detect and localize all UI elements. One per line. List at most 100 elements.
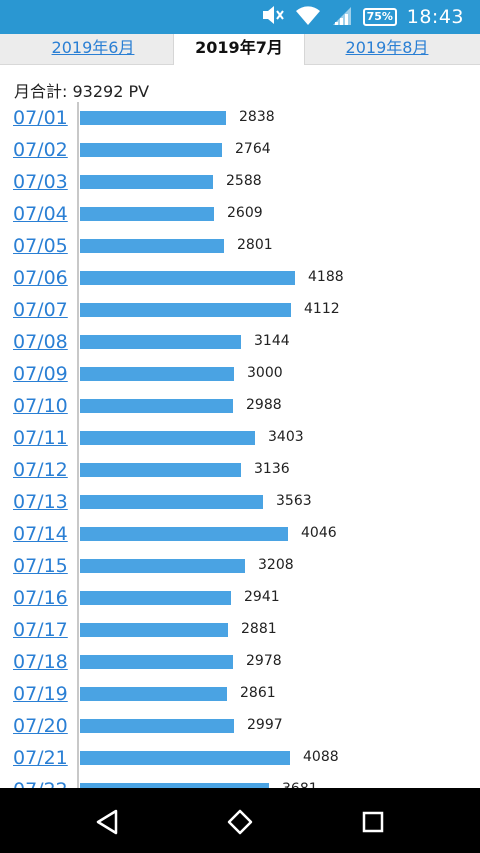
status-bar: 75% 18:43	[0, 0, 480, 34]
date-link[interactable]: 07/02	[13, 139, 68, 161]
signal-icon	[331, 4, 353, 30]
date-link[interactable]: 07/10	[13, 395, 68, 417]
bar-value-label: 3403	[268, 429, 304, 445]
chart-bar	[80, 303, 291, 317]
bar-value-label: 2764	[235, 141, 271, 157]
bar-value-label: 2801	[237, 237, 273, 253]
chart-bar	[80, 271, 295, 285]
date-link[interactable]: 07/13	[13, 491, 68, 513]
bar-value-label: 2881	[241, 621, 277, 637]
chart-bar	[80, 335, 241, 349]
chart-bar	[80, 463, 241, 477]
chart-row: 07/11 3403	[0, 422, 480, 454]
chart-row: 07/05 2801	[0, 230, 480, 262]
chart-bar	[80, 111, 226, 125]
chart-row: 07/17 2881	[0, 614, 480, 646]
chart-row: 07/01 2838	[0, 102, 480, 134]
date-link[interactable]: 07/15	[13, 555, 68, 577]
chart-axis	[77, 102, 79, 788]
daily-pv-chart: 07/01 2838 07/02 2764 07/03 2588 07/04 2609 07/0…	[0, 102, 480, 788]
date-link[interactable]: 07/08	[13, 331, 68, 353]
month-tabs: 2019年6月 2019年7月 2019年8月	[0, 34, 480, 65]
bar-value-label: 3144	[254, 333, 290, 349]
chart-row: 07/22 3681	[0, 774, 480, 788]
chart-bar	[80, 783, 269, 788]
chart-bar	[80, 527, 288, 541]
date-link[interactable]: 07/05	[13, 235, 68, 257]
tab-next-month[interactable]: 2019年8月	[345, 38, 429, 57]
bar-value-label: 2588	[226, 173, 262, 189]
chart-row: 07/14 4046	[0, 518, 480, 550]
date-link[interactable]: 07/19	[13, 683, 68, 705]
date-link[interactable]: 07/17	[13, 619, 68, 641]
date-link[interactable]: 07/09	[13, 363, 68, 385]
chart-bar	[80, 175, 213, 189]
date-link[interactable]: 07/18	[13, 651, 68, 673]
date-link[interactable]: 07/03	[13, 171, 68, 193]
bar-value-label: 2997	[247, 717, 283, 733]
date-link[interactable]: 07/01	[13, 107, 68, 129]
chart-row: 07/09 3000	[0, 358, 480, 390]
chart-row: 07/10 2988	[0, 390, 480, 422]
bar-value-label: 2609	[227, 205, 263, 221]
chart-row: 07/16 2941	[0, 582, 480, 614]
chart-bar	[80, 239, 224, 253]
bar-value-label: 4088	[303, 749, 339, 765]
date-link[interactable]: 07/06	[13, 267, 68, 289]
chart-row: 07/13 3563	[0, 486, 480, 518]
chart-row: 07/19 2861	[0, 678, 480, 710]
bar-value-label: 3208	[258, 557, 294, 573]
chart-bar	[80, 655, 233, 669]
bar-value-label: 4112	[304, 301, 340, 317]
recents-icon[interactable]	[353, 802, 393, 842]
chart-row: 07/04 2609	[0, 198, 480, 230]
bar-value-label: 3563	[276, 493, 312, 509]
bar-value-label: 2978	[246, 653, 282, 669]
bar-value-label: 3000	[247, 365, 283, 381]
status-icons: 75% 18:43	[261, 0, 464, 34]
navigation-bar	[0, 788, 480, 853]
chart-row: 07/20 2997	[0, 710, 480, 742]
chart-bar	[80, 559, 245, 573]
date-link[interactable]: 07/04	[13, 203, 68, 225]
date-link[interactable]: 07/07	[13, 299, 68, 321]
date-link[interactable]: 07/20	[13, 715, 68, 737]
date-link[interactable]: 07/22	[13, 779, 68, 788]
mute-icon	[261, 4, 285, 30]
bar-value-label: 2838	[239, 109, 275, 125]
bar-value-label: 2861	[240, 685, 276, 701]
chart-row: 07/07 4112	[0, 294, 480, 326]
chart-bar	[80, 399, 233, 413]
bar-value-label: 4188	[308, 269, 344, 285]
back-icon[interactable]	[87, 802, 127, 842]
bar-value-label: 3681	[282, 781, 318, 788]
date-link[interactable]: 07/11	[13, 427, 68, 449]
monthly-total: 月合計: 93292 PV	[14, 82, 150, 101]
date-link[interactable]: 07/12	[13, 459, 68, 481]
home-icon[interactable]	[220, 802, 260, 842]
chart-row: 07/02 2764	[0, 134, 480, 166]
clock: 18:43	[406, 6, 464, 28]
chart-row: 07/15 3208	[0, 550, 480, 582]
chart-row: 07/21 4088	[0, 742, 480, 774]
chart-row: 07/06 4188	[0, 262, 480, 294]
chart-bar	[80, 591, 231, 605]
date-link[interactable]: 07/16	[13, 587, 68, 609]
chart-row: 07/08 3144	[0, 326, 480, 358]
wifi-icon	[295, 4, 321, 30]
chart-bar	[80, 719, 234, 733]
chart-bar	[80, 687, 227, 701]
chart-row: 07/03 2588	[0, 166, 480, 198]
date-link[interactable]: 07/21	[13, 747, 68, 769]
chart-bar	[80, 431, 255, 445]
chart-bar	[80, 143, 222, 157]
chart-bar	[80, 367, 234, 381]
chart-row: 07/18 2978	[0, 646, 480, 678]
chart-bar	[80, 751, 290, 765]
chart-bar	[80, 623, 228, 637]
bar-value-label: 2988	[246, 397, 282, 413]
date-link[interactable]: 07/14	[13, 523, 68, 545]
chart-row: 07/12 3136	[0, 454, 480, 486]
bar-value-label: 3136	[254, 461, 290, 477]
tab-prev-month[interactable]: 2019年6月	[51, 38, 135, 57]
